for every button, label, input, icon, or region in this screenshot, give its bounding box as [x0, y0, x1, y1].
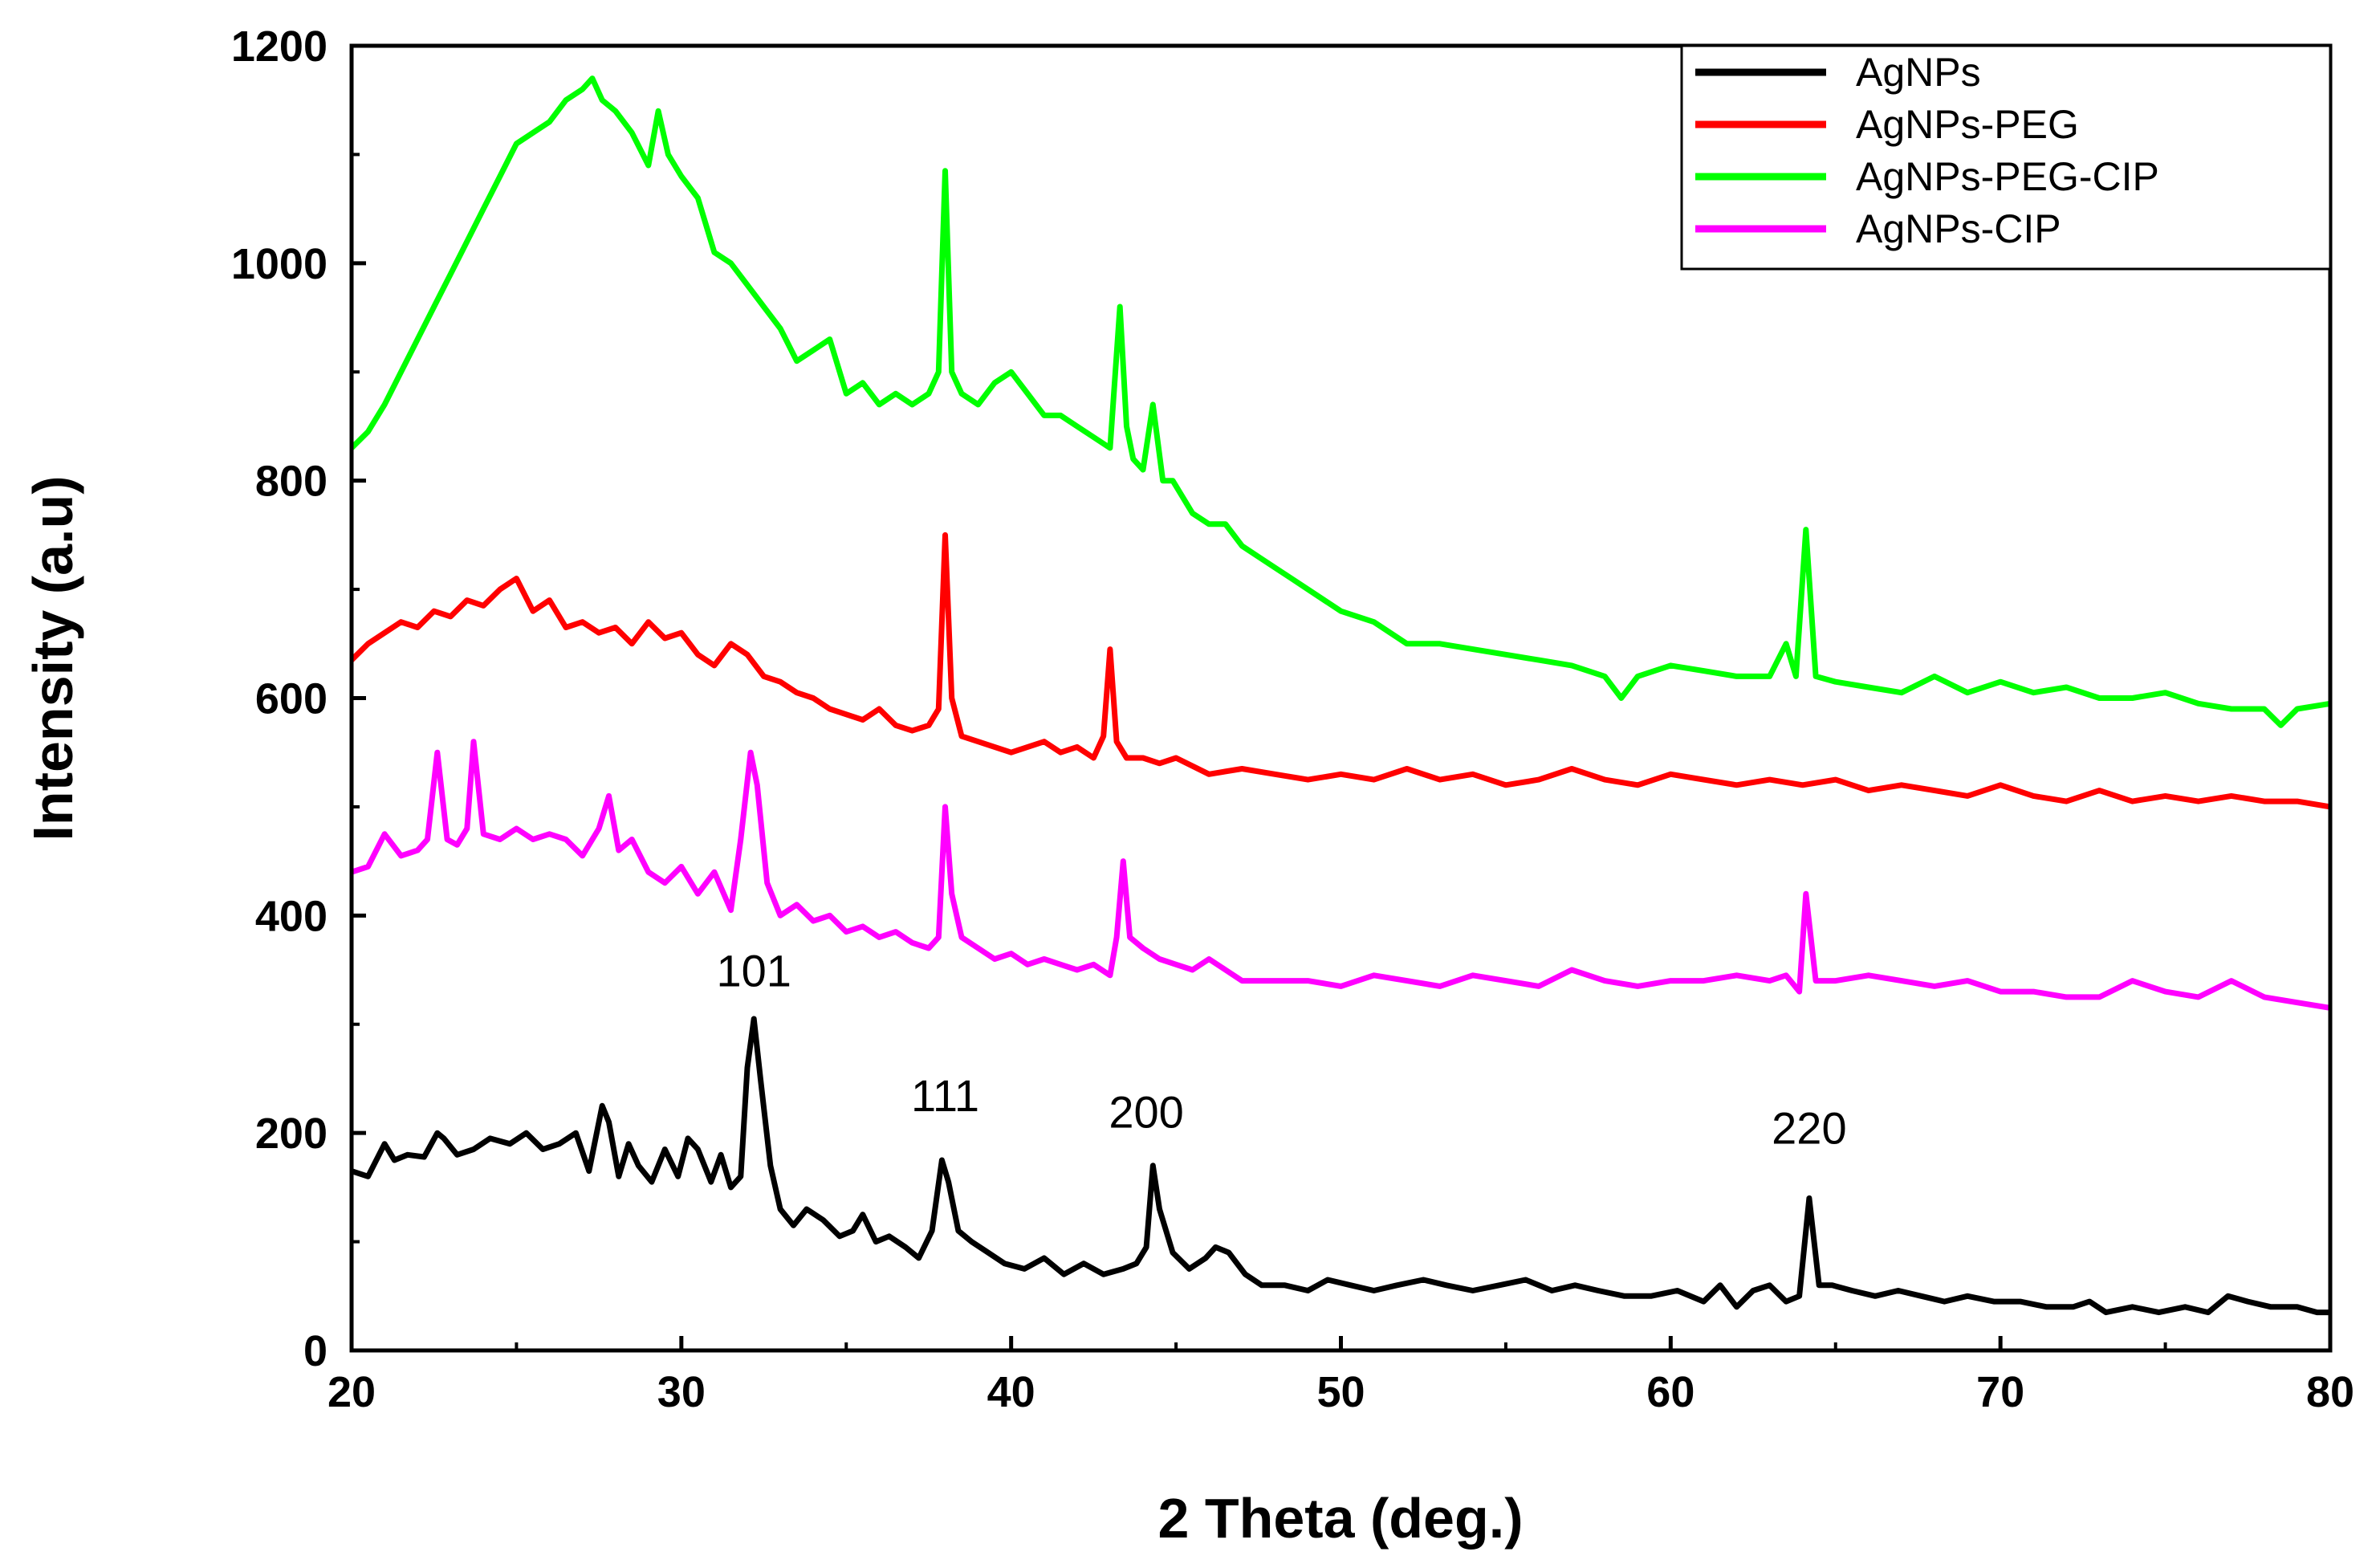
x-tick-label: 40: [987, 1368, 1035, 1416]
legend-label: AgNPs-PEG-CIP: [1856, 154, 2159, 199]
series-line-4: [352, 739, 2330, 1011]
peak-label: 200: [1109, 1086, 1183, 1137]
series-line-3: [352, 75, 2330, 728]
peak-label: 111: [911, 1070, 979, 1121]
legend-label: AgNPs-CIP: [1856, 206, 2061, 251]
y-tick-label: 600: [255, 675, 328, 723]
y-tick-label: 200: [255, 1110, 328, 1158]
plot-series-group: [352, 75, 2330, 1316]
legend-label: AgNPs: [1856, 50, 1981, 95]
y-axis-title: Intensity (a.u): [22, 475, 84, 841]
y-tick-label: 800: [255, 458, 328, 506]
x-tick-label: 20: [328, 1368, 376, 1416]
series-line-2: [352, 532, 2330, 810]
series-line-1: [352, 1016, 2330, 1316]
y-tick-label: 1200: [231, 22, 328, 71]
peak-annotations: 101 111 200 220: [716, 945, 1846, 1153]
x-tick-label: 80: [2306, 1368, 2354, 1416]
y-tick-label: 0: [303, 1327, 328, 1375]
peak-label: 220: [1772, 1103, 1846, 1154]
y-axis-ticks: 0 200 400 600 800 1000 1200: [231, 22, 366, 1375]
x-tick-label: 60: [1646, 1368, 1694, 1416]
legend: AgNPs AgNPs-PEG AgNPs-PEG-CIP AgNPs-CIP: [1680, 44, 2332, 271]
legend-label: AgNPs-PEG: [1856, 102, 2079, 147]
x-axis-title: 2 Theta (deg.): [1157, 1487, 1523, 1550]
x-axis-ticks: 20 30 40 50 60 70 80: [328, 1336, 2354, 1416]
x-tick-label: 50: [1316, 1368, 1365, 1416]
y-tick-label: 400: [255, 892, 328, 940]
x-tick-label: 30: [657, 1368, 706, 1416]
x-tick-label: 70: [1976, 1368, 2024, 1416]
y-tick-label: 1000: [231, 240, 328, 288]
peak-label: 101: [716, 945, 791, 996]
